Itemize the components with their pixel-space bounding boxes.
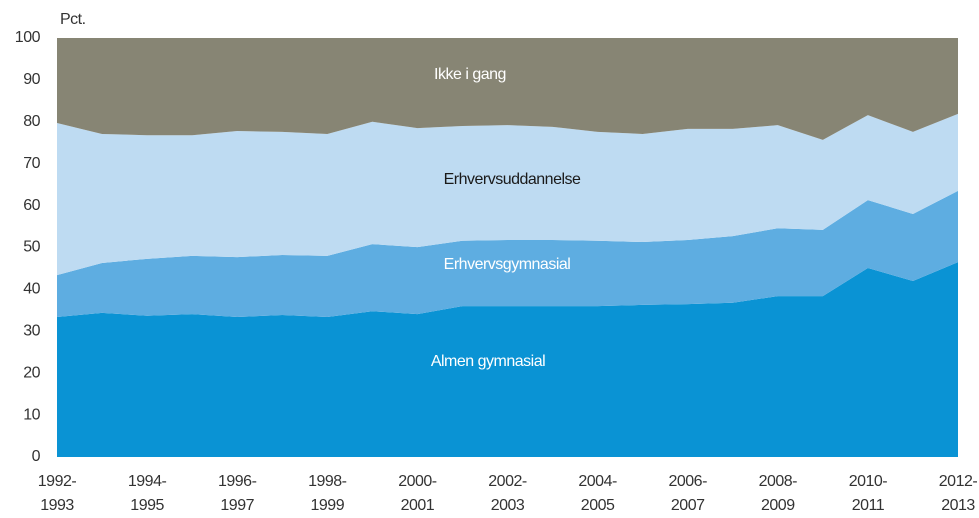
y-tick-label: 40 bbox=[23, 281, 40, 298]
y-tick-label: 70 bbox=[23, 155, 40, 172]
area bbox=[57, 113, 958, 276]
x-tick-label: 1994- 1995 bbox=[128, 473, 167, 514]
x-tick-label: 1996- 1997 bbox=[218, 473, 257, 514]
x-tick-label-line: 2010- bbox=[849, 473, 888, 490]
x-tick-label-line: 2005 bbox=[581, 497, 615, 514]
x-tick-label-line: 2012- bbox=[939, 473, 978, 490]
series-label: Almen gymnasial bbox=[431, 353, 545, 370]
series-label: Ikke i gang bbox=[434, 66, 506, 83]
x-tick-label-line: 2001 bbox=[401, 497, 435, 514]
x-tick-label-line: 2008- bbox=[759, 473, 798, 490]
x-tick-label-line: 1997 bbox=[220, 497, 254, 514]
y-axis-label: Pct. bbox=[60, 11, 86, 28]
area bbox=[57, 262, 958, 457]
y-tick-label: 10 bbox=[23, 406, 40, 423]
x-tick-label-line: 1998- bbox=[308, 473, 347, 490]
x-tick-label-line: 2011 bbox=[852, 497, 885, 514]
y-tick-label: 90 bbox=[23, 71, 40, 88]
x-tick-label-line: 1999 bbox=[311, 497, 345, 514]
x-tick-label-line: 2003 bbox=[491, 497, 525, 514]
series-label: Erhvervsgymnasial bbox=[444, 256, 571, 273]
x-tick-label-line: 1992- bbox=[38, 473, 77, 490]
y-tick-label: 100 bbox=[15, 29, 41, 46]
x-tick-label: 2008- 2009 bbox=[759, 473, 798, 514]
x-tick-label: 2004- 2005 bbox=[578, 473, 617, 514]
y-tick-label: 60 bbox=[23, 197, 40, 214]
x-tick-label-line: 2013 bbox=[941, 497, 975, 514]
y-tick-label: 30 bbox=[23, 323, 40, 340]
x-tick-label-line: 1993 bbox=[40, 497, 74, 514]
x-tick-label: 2000- 2001 bbox=[398, 473, 437, 514]
x-tick-label-line: 1995 bbox=[130, 497, 164, 514]
x-tick-label-line: 2000- bbox=[398, 473, 437, 490]
x-tick-label: 1998- 1999 bbox=[308, 473, 347, 514]
y-tick-label: 50 bbox=[23, 239, 40, 256]
y-tick-label: 0 bbox=[32, 448, 41, 465]
x-tick-label-line: 2002- bbox=[488, 473, 527, 490]
x-tick-label: 2006- 2007 bbox=[668, 473, 707, 514]
area bbox=[57, 190, 958, 318]
x-tick-label-line: 2007 bbox=[671, 497, 705, 514]
y-tick-label: 20 bbox=[23, 364, 40, 381]
y-tick-label: 80 bbox=[23, 113, 40, 130]
x-tick-label-line: 2009 bbox=[761, 497, 795, 514]
x-tick-label-line: 2004- bbox=[578, 473, 617, 490]
x-tick-label-line: 1996- bbox=[218, 473, 257, 490]
area bbox=[57, 38, 958, 140]
x-tick-label: 2012- 2013 bbox=[939, 473, 978, 514]
x-tick-label: 2010- 2011 bbox=[849, 473, 888, 514]
series-label: Erhvervsuddannelse bbox=[444, 171, 581, 188]
x-tick-label: 2002- 2003 bbox=[488, 473, 527, 514]
x-tick-label-line: 2006- bbox=[668, 473, 707, 490]
x-tick-label-line: 1994- bbox=[128, 473, 167, 490]
x-tick-label: 1992- 1993 bbox=[38, 473, 77, 514]
